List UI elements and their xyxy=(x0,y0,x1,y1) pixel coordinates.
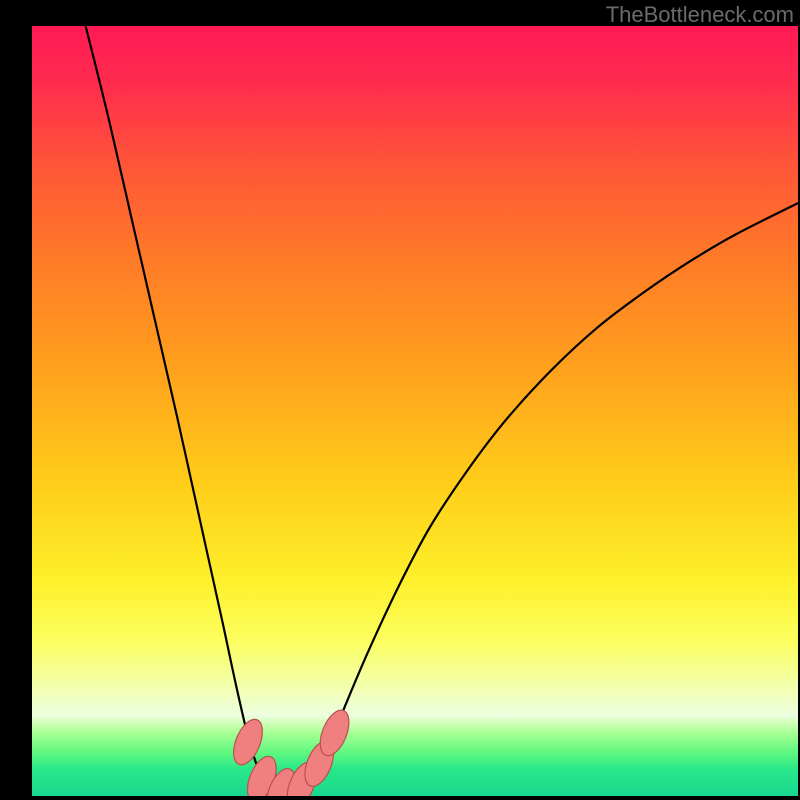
canvas: TheBottleneck.com xyxy=(0,0,800,800)
chart-plot-area xyxy=(32,26,798,796)
chart-svg xyxy=(32,26,798,796)
chart-background xyxy=(32,26,798,796)
watermark-text: TheBottleneck.com xyxy=(606,2,794,28)
